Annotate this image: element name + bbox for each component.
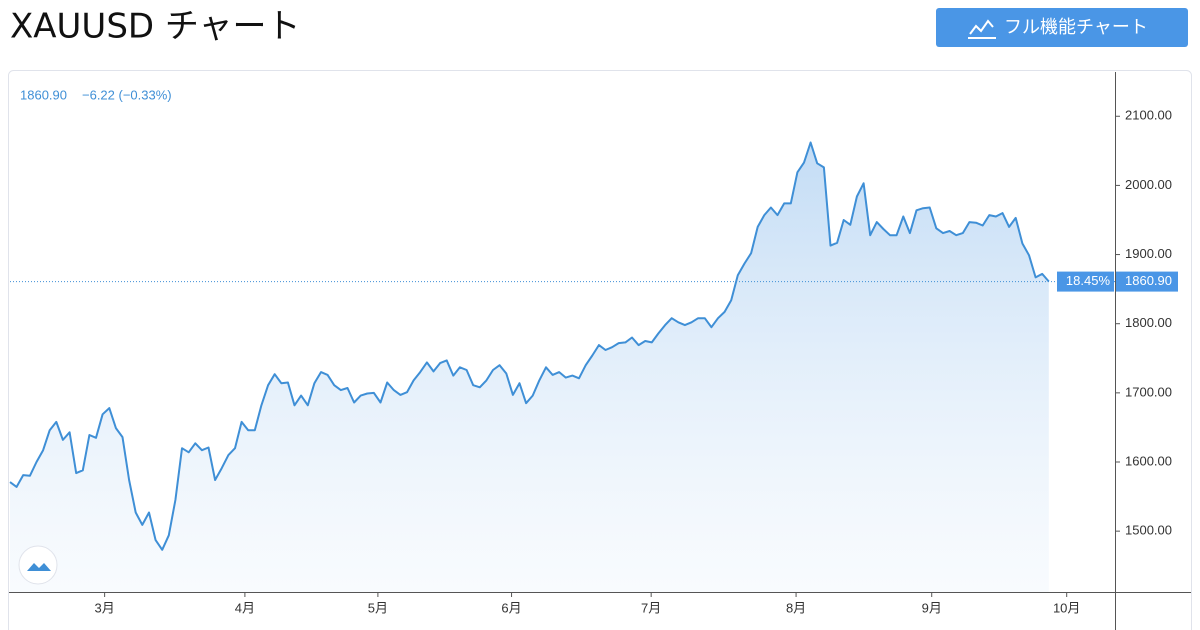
button-icon[interactable]	[969, 19, 994, 35]
logo	[18, 545, 58, 585]
logo-circle	[18, 545, 58, 585]
percent-label: 18.45%	[1066, 273, 1111, 288]
x-tick-label: 10月	[1053, 600, 1080, 615]
y-tick-label: 1900.00	[1125, 246, 1172, 261]
logo-mark	[27, 563, 51, 571]
plot	[9, 141, 1050, 592]
price-label: 1860.90	[1125, 273, 1172, 288]
y-tick-label: 1800.00	[1125, 315, 1172, 330]
y-tick-label: 1600.00	[1125, 453, 1172, 468]
x-tick-label: 7月	[641, 600, 661, 615]
x-tick-label: 8月	[786, 600, 806, 615]
price-line	[9, 141, 1050, 551]
y-tick-label: 1700.00	[1125, 384, 1172, 399]
percent-box	[1057, 271, 1114, 292]
chart-frame	[8, 70, 1192, 630]
x-tick-label: 3月	[95, 600, 115, 615]
area-fill	[10, 142, 1049, 592]
x-tick-label: 4月	[235, 600, 255, 615]
chart-title: XAUUSD チャート	[10, 7, 301, 47]
y-tick-label: 2100.00	[1125, 108, 1172, 123]
price-box	[1116, 271, 1178, 292]
x-tick-label: 6月	[501, 600, 521, 615]
button-bg[interactable]	[936, 8, 1188, 47]
y-tick-label: 1500.00	[1125, 523, 1172, 538]
x-tick-label: 9月	[922, 600, 942, 615]
legend-price: 1860.90	[20, 87, 67, 102]
y-tick-label: 2000.00	[1125, 177, 1172, 192]
button-label[interactable]: フル機能チャート	[1004, 17, 1148, 38]
x-tick-label: 5月	[368, 600, 388, 615]
legend-change: −6.22 (−0.33%)	[82, 87, 172, 102]
full-chart-button[interactable]: フル機能チャート	[936, 8, 1188, 47]
